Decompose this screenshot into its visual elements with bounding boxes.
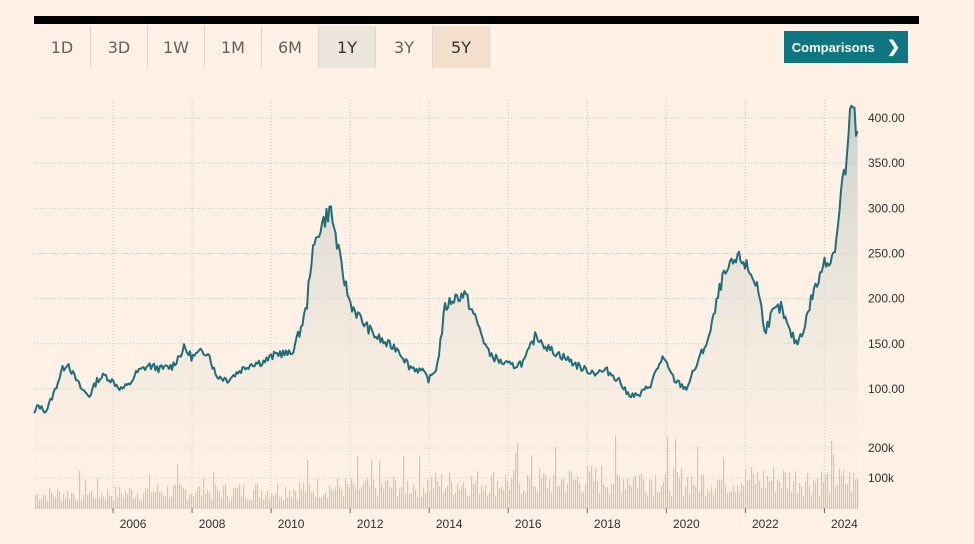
x-tick-label: 2012 — [357, 517, 384, 531]
range-button-1d[interactable]: 1D — [34, 26, 91, 68]
price-tick-label: 150.00 — [868, 337, 905, 351]
volume-tick-label: 200k — [868, 441, 895, 455]
x-tick-label: 2016 — [515, 517, 542, 531]
price-tick-label: 100.00 — [868, 382, 905, 396]
price-line — [33, 104, 859, 414]
x-tick-label: 2006 — [120, 517, 147, 531]
top-rule — [34, 16, 919, 24]
range-button-6m[interactable]: 6M — [262, 26, 319, 68]
x-tick-label: 2020 — [673, 517, 700, 531]
volume-tick-label: 100k — [868, 471, 895, 485]
range-selector: 1D 3D 1W 1M 6M 1Y 3Y 5Y — [34, 26, 490, 68]
comparisons-label: Comparisons — [791, 39, 875, 55]
volume-bar — [857, 478, 859, 508]
x-tick-label: 2008 — [199, 517, 226, 531]
range-button-1w[interactable]: 1W — [148, 26, 205, 68]
x-tick-label: 2024 — [831, 517, 858, 531]
range-button-1m[interactable]: 1M — [205, 26, 262, 68]
x-tick-label: 2014 — [436, 517, 463, 531]
range-button-3d[interactable]: 3D — [91, 26, 148, 68]
x-tick-label: 2010 — [278, 517, 305, 531]
range-button-5y[interactable]: 5Y — [433, 26, 490, 68]
price-tick-label: 250.00 — [868, 246, 905, 260]
x-tick-label: 2022 — [752, 517, 779, 531]
price-tick-label: 200.00 — [868, 292, 905, 306]
comparisons-button[interactable]: Comparisons ❯ — [784, 31, 908, 63]
range-button-1y[interactable]: 1Y — [319, 26, 376, 68]
chevron-right-icon: ❯ — [886, 39, 901, 56]
x-tick-label: 2018 — [594, 517, 621, 531]
range-button-3y[interactable]: 3Y — [376, 26, 433, 68]
price-tick-label: 350.00 — [868, 156, 905, 170]
price-tick-label: 400.00 — [868, 111, 905, 125]
price-tick-label: 300.00 — [868, 201, 905, 215]
